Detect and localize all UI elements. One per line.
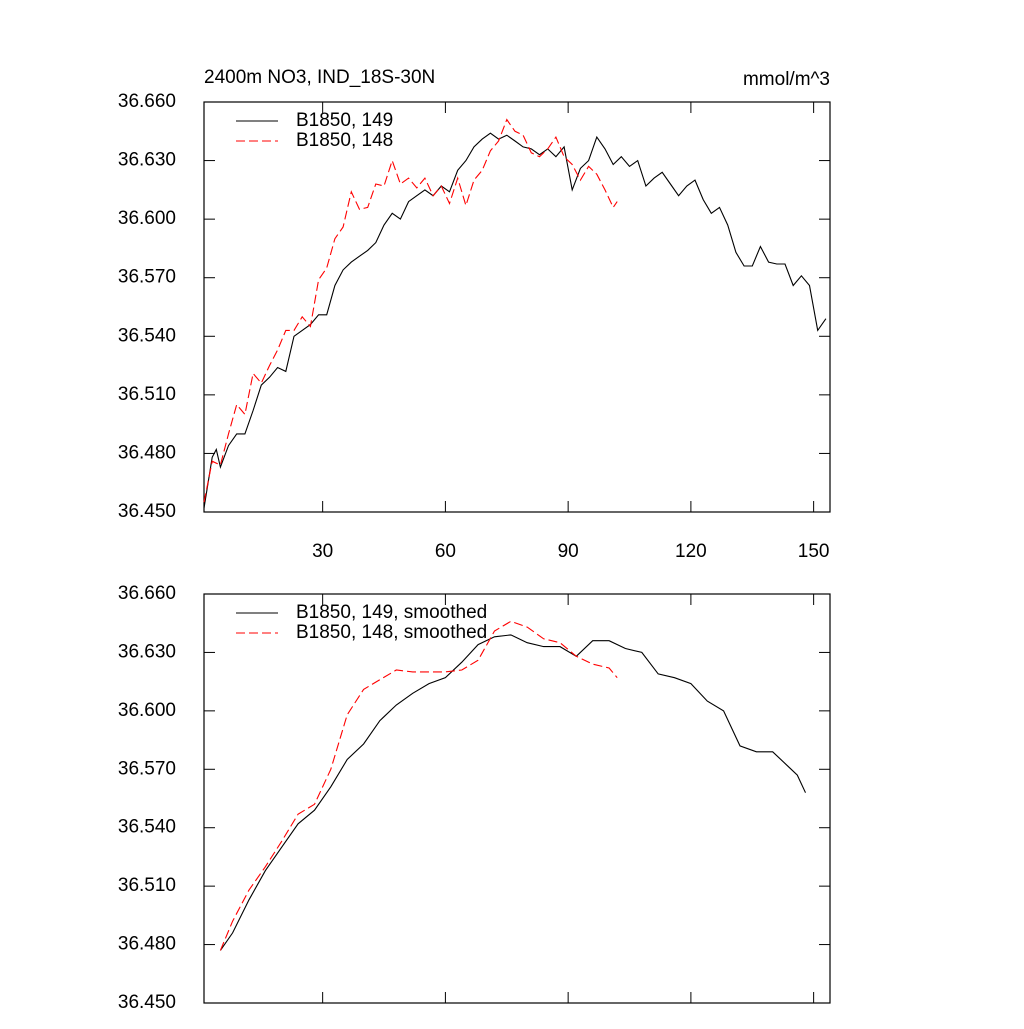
chart-title: 2400m NO3, IND_18S-30N [204,67,435,88]
y-tick-label: 36.570 [118,267,176,288]
series-line [219,620,618,951]
y-tick-label: 36.510 [118,875,176,896]
legend-label: B1850, 148, smoothed [296,622,487,643]
y-tick-label: 36.660 [118,583,176,604]
legend-label: B1850, 149 [296,110,393,131]
series-line [203,118,618,503]
y-tick-label: 36.450 [118,501,176,522]
y-tick-label: 36.480 [118,934,176,955]
plot-frame [203,593,831,1004]
y-tick-label: 36.570 [118,758,176,779]
x-tick-label: 150 [798,541,830,562]
y-tick-label: 36.480 [118,442,176,463]
y-tick-label: 36.630 [118,150,176,171]
legend-label: B1850, 148 [296,130,393,151]
x-tick-label: 60 [435,541,456,562]
units-label: mmol/m^3 [743,69,830,90]
y-tick-label: 36.510 [118,384,176,405]
y-tick-label: 36.660 [118,91,176,112]
y-tick-label: 36.540 [118,325,176,346]
x-tick-label: 120 [675,541,707,562]
series-line [219,634,806,951]
y-tick-label: 36.630 [118,641,176,662]
legend-label: B1850, 149, smoothed [296,602,487,623]
series-line [203,132,827,509]
y-tick-label: 36.600 [118,208,176,229]
plot-frame [203,101,831,513]
y-tick-label: 36.600 [118,700,176,721]
y-tick-label: 36.450 [118,992,176,1013]
x-tick-label: 30 [312,541,333,562]
x-tick-label: 90 [558,541,579,562]
y-tick-label: 36.540 [118,817,176,838]
